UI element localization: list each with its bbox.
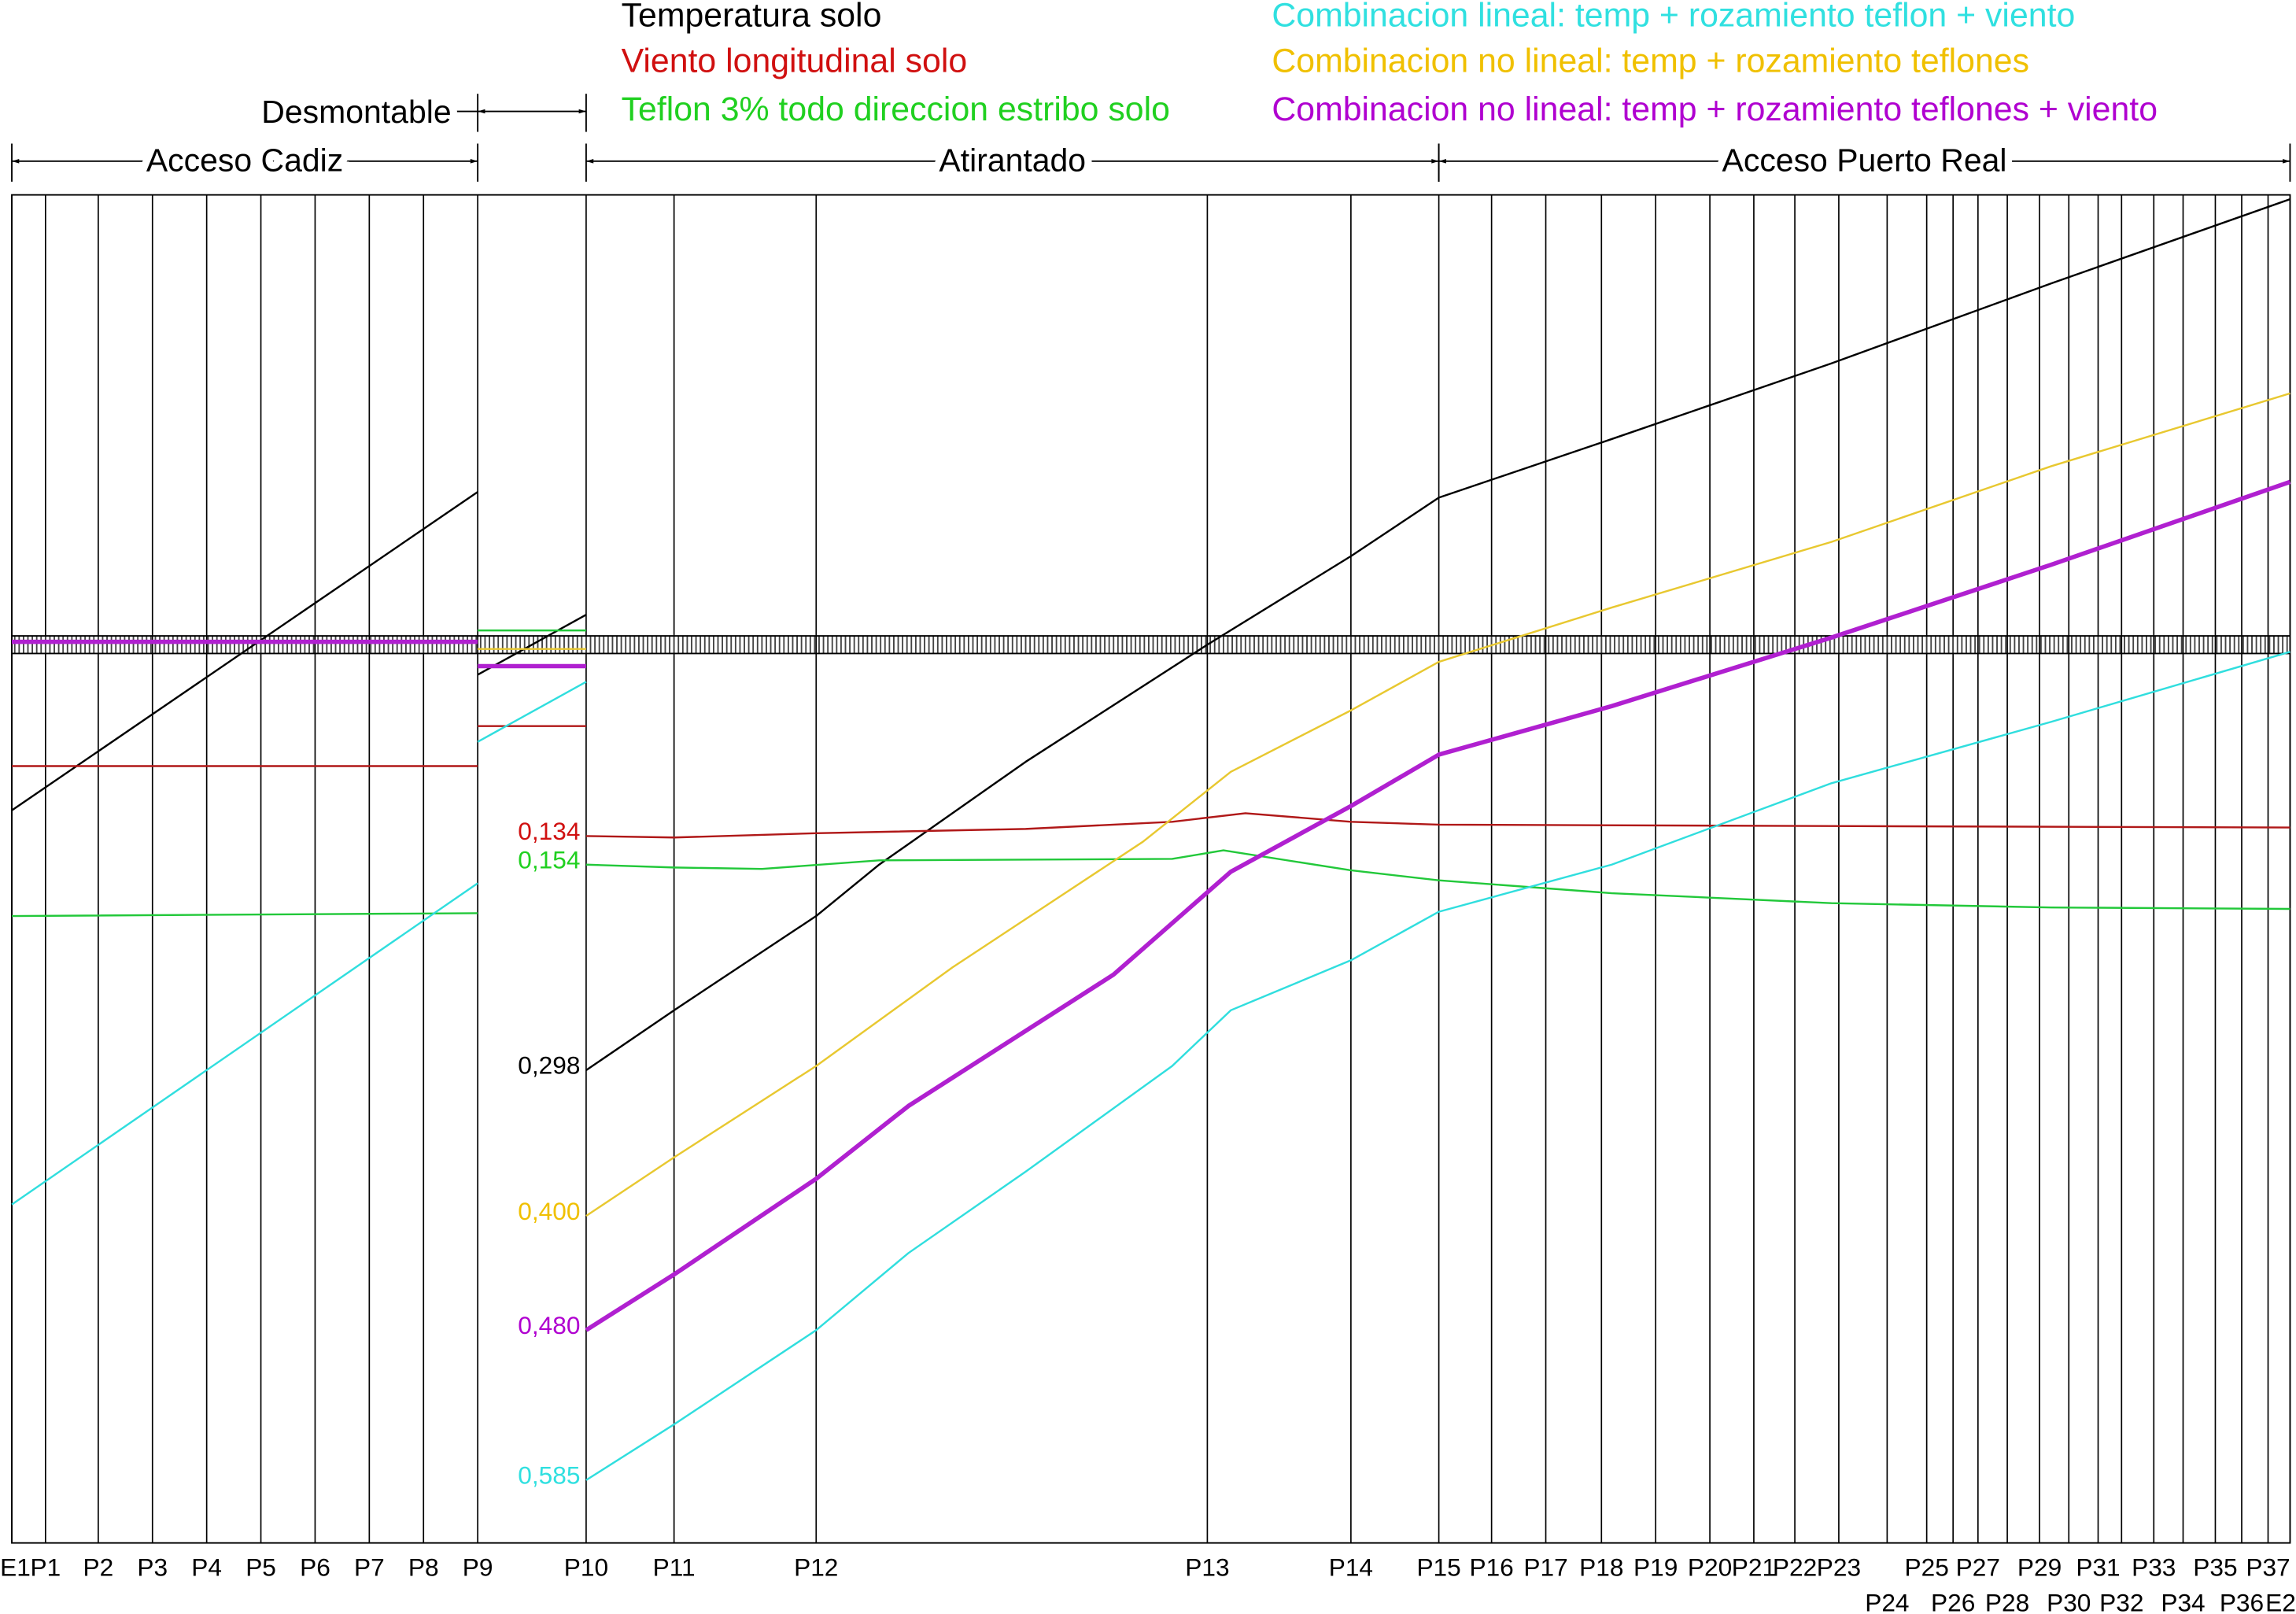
pier-label: P2 [83,1553,114,1582]
legend-entry: Viento longitudinal solo [622,42,968,79]
pier-label: P3 [137,1553,168,1582]
pier-label: P5 [245,1553,276,1582]
pier-label: P18 [1579,1553,1623,1582]
pier-label: E2 [2265,1588,2296,1614]
pier-label: P17 [1523,1553,1567,1582]
annotations: Acceso Cadiz Desmontable Atirantado Acceso … [11,0,2291,1489]
pier-label: P31 [2076,1553,2120,1582]
pier-label: P15 [1416,1553,1460,1582]
series-line [11,651,2290,1481]
pier-label: P37 [2246,1553,2290,1582]
series-lines [11,198,2291,1481]
legend-entry: Combinacion lineal: temp + rozamiento te… [1272,0,2075,35]
series-line [12,479,2291,1332]
legend-entry: Combinacion no lineal: temp + rozamiento… [1272,42,2029,79]
pier-label: P1 [30,1553,61,1582]
legend-entry: Temperatura solo [622,0,882,35]
pier-label: P7 [354,1553,385,1582]
pier-label: P4 [191,1553,222,1582]
section-label: Desmontable [261,94,451,130]
legend-entry: Teflon 3% todo direccion estribo solo [622,90,1170,128]
pier-label: P30 [2047,1588,2091,1614]
pier-label: P6 [300,1553,330,1582]
zero-band [12,635,2290,655]
value-label: 0,400 [518,1197,580,1225]
pier-label: P36 [2220,1588,2264,1614]
legend-entry: Combinacion no lineal: temp + rozamiento… [1272,90,2158,128]
pier-label: P28 [1985,1588,2029,1614]
pier-label: P27 [1956,1553,2000,1582]
value-label: 0,134 [518,817,580,845]
pier-label: P26 [1931,1588,1975,1614]
pier-label: P35 [2193,1553,2237,1582]
section-label: Acceso Puerto Real [1722,142,2007,178]
value-label: 0,298 [518,1051,580,1080]
pier-label: P10 [564,1553,608,1582]
series-line [12,629,2290,918]
pier-label: P9 [463,1553,493,1582]
pier-label: P34 [2161,1588,2205,1614]
pier-label: P25 [1905,1553,1949,1582]
pier-label: P20 [1688,1553,1732,1582]
pier-label: P8 [408,1553,439,1582]
pier-label: P19 [1633,1553,1678,1582]
zero-band [12,636,2290,654]
pier-label: E1 [0,1553,31,1582]
pier-label: P23 [1817,1553,1861,1582]
pier-label: P12 [794,1553,838,1582]
series-line [12,725,2290,839]
pier-label: P14 [1329,1553,1373,1582]
section-label: Acceso Cadiz [146,142,343,178]
pier-label: P21 [1732,1553,1776,1582]
grid: E1 P1 P2 P3 P4 P5 P6 P7 P8 P9 P10 P11 P12 P13 P14 P15 P1… [0,194,2296,1614]
pier-label: P32 [2099,1588,2143,1614]
value-label: 0,585 [518,1461,580,1489]
section-label: Atirantado [939,142,1086,178]
pier-label: P22 [1773,1553,1817,1582]
pier-label: P24 [1865,1588,1909,1614]
pier-label: P33 [2132,1553,2176,1582]
pier-label: P16 [1469,1553,1513,1582]
pier-label: P29 [2017,1553,2062,1582]
value-label: 0,480 [518,1311,580,1339]
pier-label: P13 [1185,1553,1229,1582]
value-label: 0,154 [518,845,580,873]
pier-label: P11 [653,1553,696,1582]
